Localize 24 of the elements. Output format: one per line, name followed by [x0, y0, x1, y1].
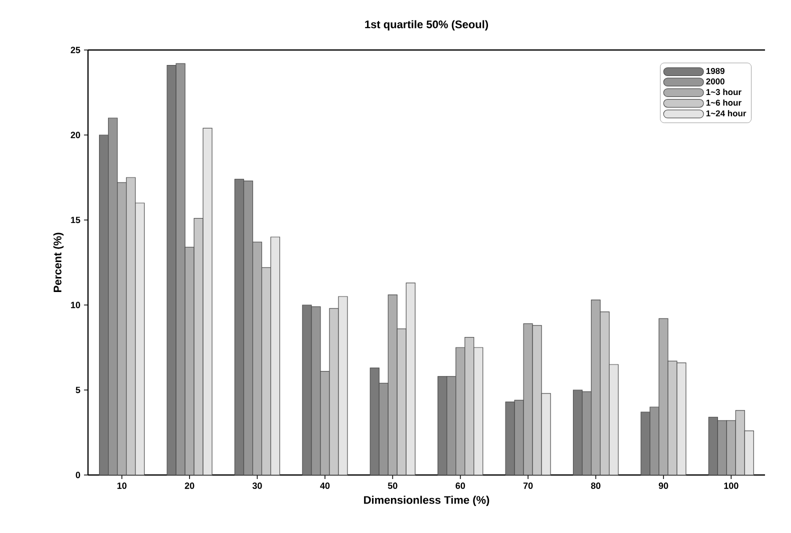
y-tick-label: 20: [70, 132, 80, 138]
chart-title: 1st quartile 50% (Seoul): [365, 20, 488, 30]
x-tick-label: 10: [117, 482, 126, 489]
x-tick-label: 40: [320, 482, 330, 489]
x-tick-label: 70: [523, 482, 533, 489]
legend-label: 1~24 hour: [706, 110, 746, 116]
y-tick-label: 25: [70, 46, 80, 54]
x-tick-label: 50: [388, 482, 398, 489]
x-tick-label: 60: [456, 482, 465, 489]
y-tick-label: 5: [76, 386, 80, 394]
x-tick-label: 80: [591, 482, 600, 489]
x-tick-label: 20: [184, 482, 194, 489]
x-axis-title: Dimensionless Time (%): [364, 496, 490, 506]
x-tick-label: 30: [252, 482, 262, 489]
legend-label: 1989: [706, 68, 724, 74]
y-tick-label: 0: [76, 472, 80, 478]
y-tick-label: 10: [71, 302, 80, 308]
legend-label: 1~3 hour: [706, 88, 742, 96]
legend-label: 2000: [706, 78, 724, 84]
x-tick-label: 100: [724, 482, 738, 489]
legend-label: 1~6 hour: [706, 99, 742, 106]
x-tick-label: 90: [658, 482, 668, 489]
y-tick-label: 15: [71, 216, 80, 224]
y-axis-title: Percent (%): [53, 232, 64, 292]
